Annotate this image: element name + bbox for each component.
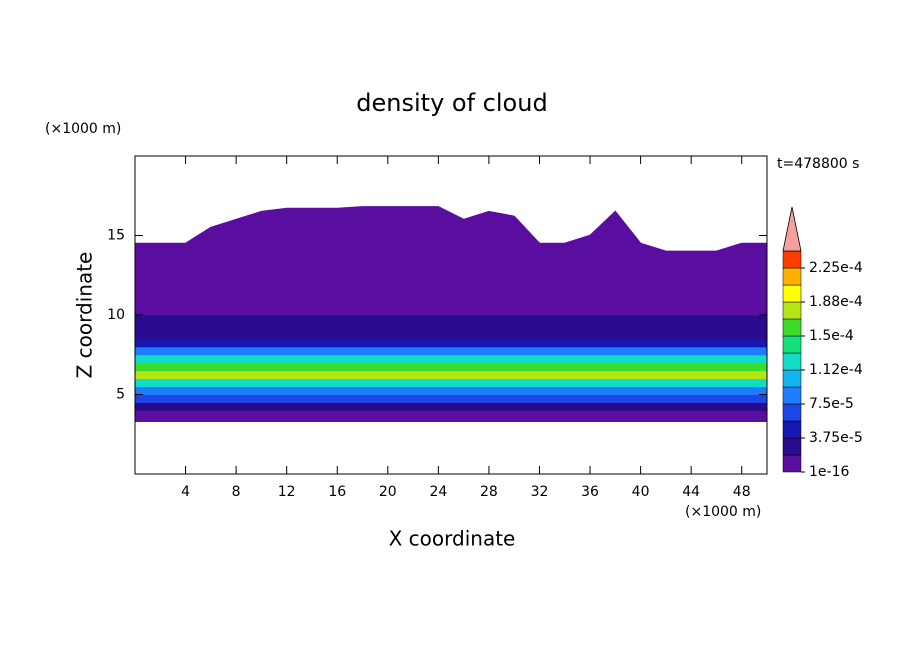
colorbar-box bbox=[782, 318, 802, 337]
colorbar-tick-label: 1.12e-4 bbox=[809, 362, 863, 378]
contour-band bbox=[135, 338, 767, 348]
colorbar-tick-label: 1.88e-4 bbox=[809, 294, 863, 310]
y-axis-label: Z coordinate bbox=[73, 252, 97, 379]
contour-band bbox=[135, 315, 767, 324]
x-tick-label: 36 bbox=[581, 484, 599, 500]
colorbar-box bbox=[782, 352, 802, 371]
colorbar-box bbox=[782, 284, 802, 303]
contour-band bbox=[135, 362, 767, 372]
contour-band bbox=[135, 299, 767, 316]
y-tick-label: 15 bbox=[107, 228, 125, 244]
contour-band bbox=[135, 354, 767, 364]
colorbar-box bbox=[782, 267, 802, 286]
colorbar-tick-label: 2.25e-4 bbox=[809, 260, 863, 276]
contour-band bbox=[135, 322, 767, 332]
contour-band bbox=[135, 219, 767, 236]
colorbar-box bbox=[782, 437, 802, 456]
contour-band bbox=[135, 394, 767, 403]
contour-band bbox=[135, 206, 767, 221]
colorbar-tick-label: 1.5e-4 bbox=[809, 328, 854, 344]
x-axis-label: X coordinate bbox=[389, 527, 516, 551]
x-tick-label: 8 bbox=[232, 484, 241, 500]
colorbar-tick-label: 3.75e-5 bbox=[809, 430, 863, 446]
colorbar-box bbox=[782, 386, 802, 405]
annotation: t=478800 s bbox=[777, 156, 859, 172]
contour-band bbox=[135, 378, 767, 388]
colorbar-box bbox=[782, 369, 802, 388]
colorbar-box bbox=[782, 403, 802, 422]
colorbar-tick-label: 1e-16 bbox=[809, 464, 849, 480]
x-tick-label: 16 bbox=[328, 484, 346, 500]
colorbar-box bbox=[782, 335, 802, 354]
contour-band bbox=[135, 330, 767, 340]
contour-band bbox=[135, 283, 767, 300]
colorbar-box bbox=[782, 301, 802, 320]
x-tick-label: 40 bbox=[632, 484, 650, 500]
colorbar-box bbox=[782, 420, 802, 439]
y-unit: (×1000 m) bbox=[45, 121, 121, 137]
x-tick-label: 12 bbox=[278, 484, 296, 500]
contour-field bbox=[135, 206, 767, 422]
contour-band bbox=[135, 386, 767, 395]
x-unit: (×1000 m) bbox=[685, 504, 761, 520]
x-tick-label: 44 bbox=[682, 484, 700, 500]
x-tick-label: 32 bbox=[531, 484, 549, 500]
contour-band bbox=[135, 370, 767, 380]
colorbar-box bbox=[782, 454, 802, 473]
colorbar-extend bbox=[782, 206, 802, 252]
cloud-top bbox=[135, 206, 767, 253]
y-tick-label: 5 bbox=[116, 387, 125, 403]
chart-title: density of cloud bbox=[356, 89, 547, 117]
x-tick-label: 4 bbox=[181, 484, 190, 500]
colorbar-box bbox=[782, 250, 802, 269]
contour-band bbox=[135, 410, 767, 422]
x-tick-label: 48 bbox=[733, 484, 751, 500]
y-tick-label: 10 bbox=[107, 307, 125, 323]
x-tick-label: 28 bbox=[480, 484, 498, 500]
colorbar-tick-label: 7.5e-5 bbox=[809, 396, 854, 412]
x-tick-label: 20 bbox=[379, 484, 397, 500]
contour-band bbox=[135, 251, 767, 268]
contour-band bbox=[135, 346, 767, 356]
contour-band bbox=[135, 402, 767, 411]
x-tick-label: 24 bbox=[429, 484, 447, 500]
contour-band bbox=[135, 235, 767, 252]
contour-band bbox=[135, 267, 767, 284]
